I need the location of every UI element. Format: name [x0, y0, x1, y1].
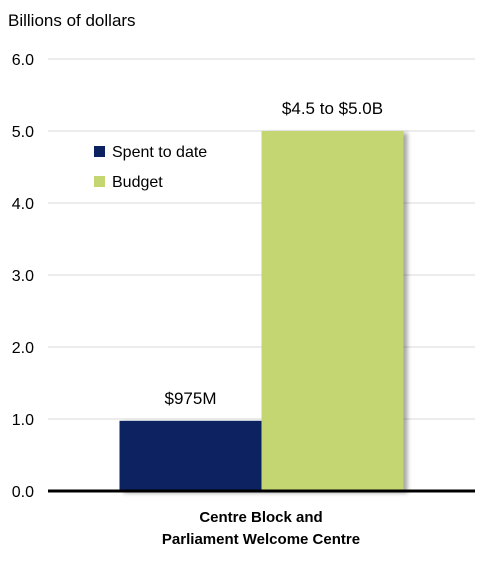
y-tick-label: 1.0 — [12, 412, 34, 429]
x-category-label-line-1: Centre Block and — [199, 509, 322, 526]
y-tick-label: 0.0 — [12, 484, 34, 501]
y-tick-label: 5.0 — [12, 124, 34, 141]
legend-swatch-budget — [94, 176, 105, 187]
y-axis-title: Billions of dollars — [8, 11, 136, 30]
legend-swatch-spent — [94, 146, 105, 157]
y-tick-label: 4.0 — [12, 196, 34, 213]
legend-label-budget: Budget — [112, 174, 163, 191]
y-tick-label: 6.0 — [12, 52, 34, 69]
y-tick-label: 2.0 — [12, 340, 34, 357]
bar-spent-to-date — [119, 420, 262, 491]
data-label-budget: $4.5 to $5.0B — [282, 99, 383, 118]
y-tick-labels: 0.0 1.0 2.0 3.0 4.0 5.0 6.0 — [12, 52, 34, 501]
legend: Spent to date Budget — [94, 144, 207, 191]
x-category-label: Centre Block and Parliament Welcome Cent… — [162, 509, 360, 548]
data-labels: $975M $4.5 to $5.0B — [165, 99, 384, 408]
legend-item-budget: Budget — [94, 174, 163, 191]
legend-label-spent: Spent to date — [112, 144, 207, 161]
x-category-label-line-2: Parliament Welcome Centre — [162, 531, 360, 548]
bars — [119, 131, 404, 491]
bar-budget — [261, 131, 404, 491]
legend-item-spent: Spent to date — [94, 144, 207, 161]
data-label-spent-to-date: $975M — [165, 389, 217, 408]
y-tick-label: 3.0 — [12, 268, 34, 285]
